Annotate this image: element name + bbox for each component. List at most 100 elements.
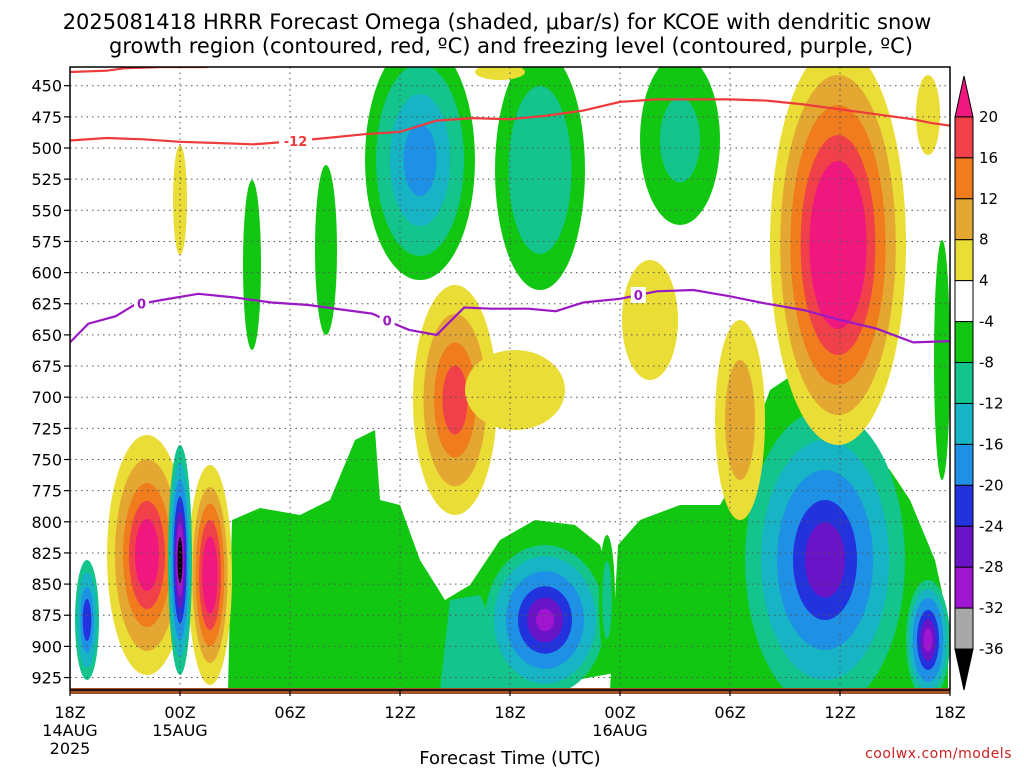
colorbar: 20 16 12 8 4 -4 -8 -12 -16 -20 -24 -28 -32 -36 [954,75,1004,691]
contour-label-bg [279,132,312,149]
y-tick-label: 925 [31,669,62,688]
y-tick-label: 900 [31,637,62,656]
descent-cell-20z [107,435,187,675]
colorbar-bin [954,484,974,527]
descent-upper-right [916,75,940,155]
omega-shading [75,67,950,690]
colorbar-bin [954,607,974,650]
colorbar-bin [954,280,974,323]
y-tick-label: 775 [31,482,62,501]
contour-line [70,288,950,344]
colorbar-label: 8 [979,231,989,249]
colorbar-bin [954,443,974,486]
plot-area: -12 0 0 0 [70,67,950,690]
y-tick-label: 475 [31,108,62,127]
descent-cell-19z [465,350,565,430]
colorbar-label: 20 [979,108,998,126]
contour-label-bg [379,312,395,329]
colorbar-bin [954,321,974,364]
ascent-core-right [906,580,950,690]
temperature-contours: -12 0 0 0 [70,67,950,344]
y-tick-label: 825 [31,544,62,563]
y-tick-label: 700 [31,388,62,407]
ascent-core-18z [485,545,605,690]
y-tick-label: 650 [31,326,62,345]
y-tick-label: 500 [31,139,62,158]
colorbar-label: -4 [979,313,994,331]
contour-label-bg [134,295,149,312]
x-tick-label: 00Z [164,703,195,722]
contour-label-fzl-1: 0 [137,298,146,313]
x-tick-sublabel: 15AUG [152,721,207,740]
chart-title-line2: growth region (contoured, red, ºC) and f… [109,34,913,58]
x-tick-sublabel: 2025 [50,739,91,758]
x-tick-label: 12Z [824,703,855,722]
descent-cell-12z-day2 [770,67,906,445]
ascent-streak-08z [315,165,337,335]
y-tick-label: 575 [31,232,62,251]
y-tick-label: 875 [31,606,62,625]
x-axis-label: Forecast Time (UTC) [419,748,600,768]
x-tick-label: 18Z [54,703,85,722]
y-tick-label: 725 [31,419,62,438]
y-tick-label: 850 [31,575,62,594]
y-tick-label: 550 [31,201,62,220]
ascent-streak-05z [243,180,261,350]
colorbar-label: -36 [979,640,1004,658]
y-axis: 450 475 500 525 550 575 600 625 650 675 700 725 750 7… [31,77,70,688]
y-tick-label: 675 [31,357,62,376]
colorbar-bin [954,116,974,159]
descent-cell-06z-day2 [715,320,765,520]
x-tick-sublabel: 16AUG [592,721,647,740]
colorbar-label: -20 [979,476,1004,494]
y-tick-label: 750 [31,450,62,469]
ascent-cell-left [75,560,99,680]
colorbar-label: -8 [979,354,994,372]
y-tick-label: 800 [31,513,62,532]
contour-label-bg [630,287,646,304]
descent-cell-01z [188,465,232,685]
ascent-strip-14z [599,535,615,665]
y-tick-label: 625 [31,295,62,314]
colorbar-label: -32 [979,599,1004,617]
ascent-upper-18z [495,67,585,290]
y-tick-label: 450 [31,77,62,96]
colorbar-bin [954,75,974,118]
ascent-core-00z [168,445,192,675]
ascent-upper-10z [365,67,475,280]
colorbar-label: 4 [979,272,989,290]
contour-label-dgz: -12 [284,135,308,150]
colorbar-label: -12 [979,394,1004,412]
x-tick-label: 18Z [934,703,965,722]
x-tick-label: 12Z [384,703,415,722]
contour-label-fzl-2: 0 [383,315,392,330]
colorbar-bin [954,239,974,282]
credit-text: coolwx.com/models [865,746,1012,762]
colorbar-bin [954,525,974,568]
contour-line [70,67,208,74]
grid-lines [70,67,950,690]
colorbar-bin [954,402,974,445]
x-tick-sublabel: 14AUG [42,721,97,740]
x-tick-label: 00Z [604,703,635,722]
colorbar-label: -16 [979,435,1004,453]
chart-title-line1: 2025081418 HRRR Forecast Omega (shaded, … [63,10,932,34]
colorbar-bin [954,648,974,691]
x-tick-label: 06Z [274,703,305,722]
colorbar-label: -24 [979,517,1004,535]
colorbar-bin [954,362,974,404]
y-tick-label: 600 [31,264,62,283]
ascent-upper-00z [640,67,720,225]
y-tick-label: 525 [31,170,62,189]
x-tick-label: 18Z [494,703,525,722]
colorbar-bin [954,157,974,200]
contour-label-fzl-3: 0 [634,289,643,304]
x-tick-label: 06Z [714,703,745,722]
descent-top-18z [475,67,525,80]
colorbar-bin [954,566,974,609]
ascent-core-12z-day2 [745,410,905,690]
contour-line [70,98,950,146]
colorbar-bin [954,198,974,241]
